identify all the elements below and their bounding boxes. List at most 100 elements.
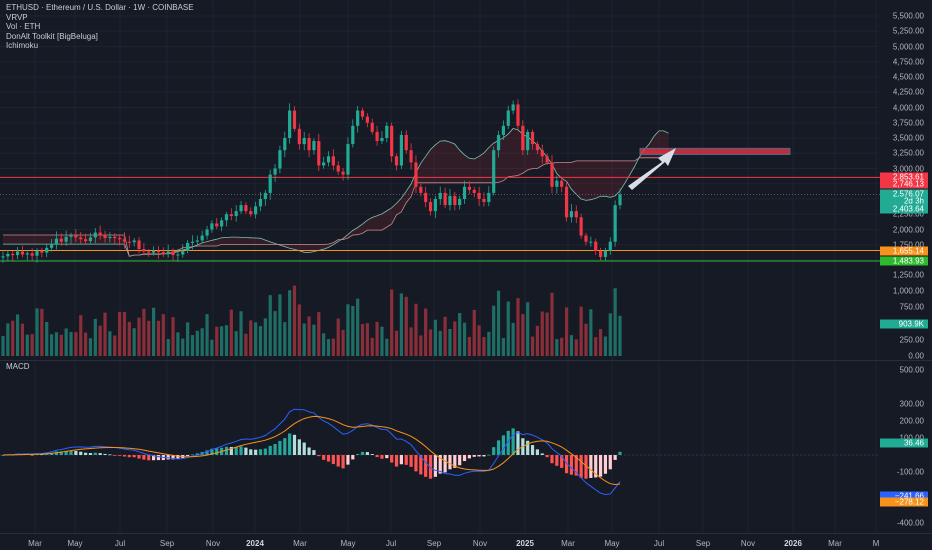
macd-histogram-bar <box>530 445 535 455</box>
volume-bar <box>161 314 165 356</box>
macd-axis-label: 100.00 <box>900 434 924 443</box>
volume-bar <box>11 320 15 356</box>
macd-histogram-bar <box>312 450 316 455</box>
macd-histogram-bar <box>511 428 515 455</box>
indicator-vrvp[interactable]: VRVP <box>6 12 28 22</box>
volume-bar <box>331 338 335 356</box>
volume-bar <box>229 309 233 356</box>
volume-bar <box>64 328 68 356</box>
volume-bar <box>113 335 117 356</box>
volume-bar <box>147 320 151 356</box>
volume-bar <box>487 331 491 356</box>
candle-body <box>200 235 204 241</box>
volume-bar <box>93 318 97 356</box>
volume-bar <box>195 330 199 356</box>
volume-axis-label: 0.00 <box>908 351 924 361</box>
macd-histogram-bar <box>409 455 413 467</box>
volume-bar <box>351 305 355 356</box>
macd-histogram-bar <box>263 448 267 455</box>
macd-histogram-bar <box>142 455 146 460</box>
candle-body <box>45 247 49 253</box>
macd-histogram-bar <box>370 454 374 455</box>
volume-bar <box>598 329 603 356</box>
indicator-ichimoku[interactable]: Ichimoku <box>6 41 39 50</box>
drawing-objects[interactable] <box>628 147 791 190</box>
macd-histogram-bar <box>462 455 467 462</box>
candle-body <box>487 192 491 203</box>
volume-bar <box>341 329 345 356</box>
ichimoku-span-b <box>3 157 669 257</box>
candle-body <box>229 214 233 217</box>
volume-bar <box>88 338 93 356</box>
candle-body <box>156 250 161 253</box>
macd-title[interactable]: MACD <box>6 362 30 371</box>
macd-histogram-bar <box>297 439 301 455</box>
macd-histogram-bar <box>156 455 161 461</box>
macd-histogram-bar <box>477 455 481 457</box>
volume-bar <box>156 320 161 356</box>
macd-histogram-bar <box>268 445 272 455</box>
macd-histogram-bar <box>341 455 345 469</box>
macd-histogram-bar <box>390 455 394 463</box>
volume-bar <box>530 336 535 356</box>
volume-bar <box>215 326 219 356</box>
candle-body <box>98 232 102 236</box>
volume-bar <box>584 323 588 356</box>
macd-histogram-bar <box>205 450 209 455</box>
macd-histogram-bar <box>1 455 5 456</box>
candlesticks <box>1 99 622 263</box>
volume-bar <box>560 337 564 356</box>
macd-histogram-bar <box>117 455 122 456</box>
macd-axis-label: 500.00 <box>899 365 924 375</box>
macd-histogram-bar <box>273 444 277 455</box>
macd-histogram-bar <box>249 449 253 455</box>
macd-histogram-bar <box>88 453 93 455</box>
volume-tag: 903.9K <box>880 319 928 329</box>
macd-histogram-bar <box>30 454 34 456</box>
indicator-donalt[interactable]: DonAlt Toolkit [BigBeluga] <box>6 31 98 41</box>
candle-body <box>220 220 224 227</box>
volume-bar <box>186 322 190 356</box>
volume-bar <box>54 332 59 356</box>
symbol-title[interactable]: ETHUSD · Ethereum / U.S. Dollar · 1W · C… <box>6 3 194 12</box>
time-axis-label: Mar <box>28 539 42 548</box>
candle-body <box>69 235 73 237</box>
macd-histogram-bar <box>93 452 97 455</box>
candle-body <box>414 162 418 187</box>
volume-bar <box>443 316 447 356</box>
time-axis-label: Sep <box>426 539 442 548</box>
candle-body <box>608 241 612 251</box>
volume-bar <box>171 317 175 356</box>
price-tag: 1,655.14 <box>880 246 928 256</box>
volume-bar <box>40 308 44 356</box>
macd-histogram-bar <box>244 447 248 455</box>
candle-body <box>307 138 311 151</box>
macd-histogram-bar <box>394 455 399 467</box>
candle-body <box>346 144 350 175</box>
macd-histogram-bar <box>346 455 350 465</box>
volume-bar <box>618 315 622 356</box>
volume-bar <box>365 323 369 356</box>
candle-body <box>448 195 452 206</box>
candle-body <box>117 238 122 240</box>
candle-body <box>453 195 457 206</box>
volume-bar <box>506 301 510 356</box>
candle-body <box>6 253 10 257</box>
indicator-volume[interactable]: Vol · ETH <box>6 22 41 31</box>
volume-bar <box>142 308 146 356</box>
time-axis-label: Jul <box>114 539 126 548</box>
volume-bars <box>1 285 622 356</box>
candle-body <box>535 144 540 151</box>
macd-histogram-bar <box>326 455 331 462</box>
volume-bar <box>579 306 583 356</box>
candle-body <box>147 251 151 253</box>
macd-histogram-bar <box>414 455 418 472</box>
candle-body <box>224 214 229 221</box>
volume-bar <box>45 321 49 356</box>
candle-body <box>215 223 219 227</box>
price-tag: 2,746.13 <box>880 179 928 189</box>
candle-body <box>482 199 486 203</box>
volume-bar <box>322 333 326 356</box>
candle-body <box>113 236 117 239</box>
